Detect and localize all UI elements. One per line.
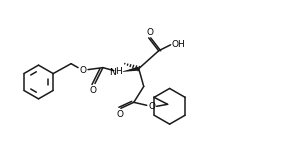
Text: O: O	[80, 66, 86, 75]
Polygon shape	[123, 67, 139, 72]
Text: OH: OH	[172, 40, 186, 49]
Text: N: N	[110, 68, 116, 77]
Text: O: O	[148, 102, 155, 111]
Text: O: O	[89, 86, 96, 95]
Text: O: O	[116, 110, 123, 119]
Text: H: H	[115, 67, 122, 76]
Text: O: O	[146, 28, 153, 37]
